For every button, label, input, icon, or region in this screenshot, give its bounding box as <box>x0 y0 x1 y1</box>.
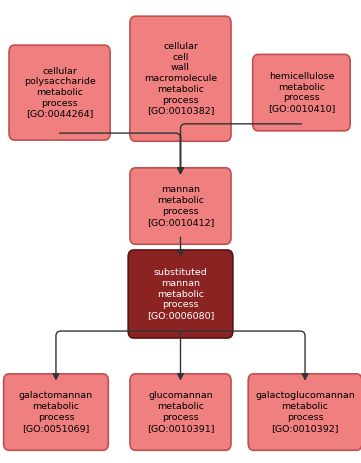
FancyBboxPatch shape <box>130 168 231 244</box>
FancyBboxPatch shape <box>130 374 231 450</box>
Text: substituted
mannan
metabolic
process
[GO:0006080]: substituted mannan metabolic process [GO… <box>147 268 214 320</box>
Text: galactomannan
metabolic
process
[GO:0051069]: galactomannan metabolic process [GO:0051… <box>19 391 93 433</box>
FancyBboxPatch shape <box>130 16 231 141</box>
Text: galactoglucomannan
metabolic
process
[GO:0010392]: galactoglucomannan metabolic process [GO… <box>255 391 355 433</box>
Text: glucomannan
metabolic
process
[GO:0010391]: glucomannan metabolic process [GO:001039… <box>147 391 214 433</box>
Text: cellular
cell
wall
macromolecule
metabolic
process
[GO:0010382]: cellular cell wall macromolecule metabol… <box>144 42 217 115</box>
FancyBboxPatch shape <box>253 54 350 131</box>
FancyBboxPatch shape <box>4 374 108 450</box>
FancyBboxPatch shape <box>248 374 361 450</box>
FancyBboxPatch shape <box>9 45 110 140</box>
Text: cellular
polysaccharide
metabolic
process
[GO:0044264]: cellular polysaccharide metabolic proces… <box>24 67 95 119</box>
FancyBboxPatch shape <box>128 250 233 338</box>
Text: mannan
metabolic
process
[GO:0010412]: mannan metabolic process [GO:0010412] <box>147 185 214 227</box>
Text: hemicellulose
metabolic
process
[GO:0010410]: hemicellulose metabolic process [GO:0010… <box>268 72 335 113</box>
